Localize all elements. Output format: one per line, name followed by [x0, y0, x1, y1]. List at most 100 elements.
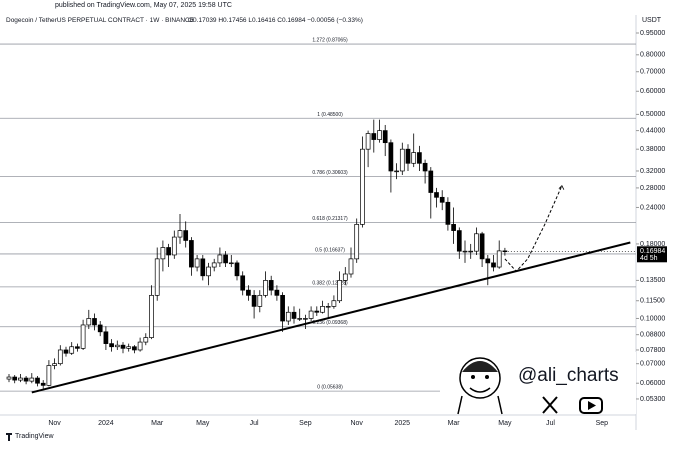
candle-body	[40, 382, 46, 386]
fib-label: 1.272 (0.87065)	[312, 38, 348, 44]
candle-body	[35, 377, 40, 384]
candle-body	[103, 331, 109, 344]
candle-body	[405, 148, 411, 164]
x-tick-label: Sep	[299, 420, 312, 427]
candle-body	[114, 344, 120, 348]
x-tick-label: Jul	[546, 420, 555, 427]
fib-label: 0.618 (0.21317)	[312, 216, 348, 222]
candle-body	[377, 130, 382, 140]
y-tick-label: 0.10000	[640, 315, 665, 322]
trendline	[31, 241, 631, 394]
x-icon	[542, 396, 558, 414]
fib-label: 0.382 (0.12828)	[312, 280, 348, 286]
x-tick-label: 2025	[395, 420, 411, 427]
candle-body	[491, 262, 496, 268]
y-tick-label: 0.60000	[640, 88, 665, 95]
candle-body	[166, 247, 171, 256]
y-tick-label: 0.95000	[640, 30, 665, 37]
candle-body	[291, 311, 297, 319]
candle-body	[200, 258, 206, 277]
x-tick-label: May	[196, 420, 210, 427]
x-tick-label: May	[498, 420, 512, 427]
candle-body	[23, 377, 29, 382]
y-tick-label: 0.38000	[640, 146, 665, 153]
candle-body	[69, 346, 75, 354]
candle-body	[12, 376, 18, 381]
candle-body	[18, 377, 23, 381]
candle-body	[268, 280, 274, 291]
y-tick-label: 0.28000	[640, 185, 665, 192]
plot-area: 0.95000 0.80000 0.70000 0.60000 0.50000 0.440…	[0, 30, 667, 427]
candle-body	[399, 148, 405, 172]
candle-body	[6, 376, 12, 380]
candle-body	[257, 294, 263, 307]
candle-body	[314, 310, 320, 313]
candle-body	[348, 258, 354, 275]
y-tick-label: 0.70000	[640, 69, 665, 76]
y-tick-label: 0.06000	[640, 380, 665, 387]
candle-body	[308, 310, 314, 319]
candle-body	[417, 152, 422, 164]
countdown: 4d 5h	[640, 255, 658, 262]
candle-body	[29, 377, 35, 382]
brand: TradingView	[15, 433, 54, 440]
youtube-icon	[579, 397, 603, 414]
y-tick-label: 0.80000	[640, 52, 665, 59]
candle-body	[137, 341, 143, 351]
candle-body	[149, 294, 154, 338]
candle-body	[434, 192, 439, 198]
candle-body	[183, 230, 189, 241]
candle-body	[474, 233, 479, 252]
y-tick-label: 0.11500	[640, 298, 665, 305]
candle-body	[303, 318, 308, 320]
candle-body	[109, 343, 114, 348]
avatar-eye	[471, 375, 475, 379]
quote: O0.17039 H0.17456 L0.16416 C0.16984 −0.0…	[188, 17, 363, 24]
fib-label: 0.236 (0.09368)	[312, 320, 348, 326]
candle-body	[439, 196, 445, 203]
candle-body	[388, 142, 394, 172]
candle-body	[263, 280, 268, 296]
currency: USDT	[642, 17, 662, 24]
y-tick-label: 0.50000	[640, 111, 665, 118]
candle-body	[52, 363, 57, 366]
candle-body	[57, 349, 63, 365]
y-tick-label: 0.13500	[640, 277, 665, 284]
last-price-label: 0.16984	[640, 248, 665, 255]
candle-body	[80, 324, 86, 349]
fib-label: 0.786 (0.30603)	[312, 170, 348, 176]
candle-body	[371, 133, 377, 140]
candle-body	[206, 266, 211, 277]
projection-arrow	[558, 184, 565, 190]
x-tick-label: Nov	[48, 420, 61, 427]
y-tick-label: 0.08800	[640, 332, 665, 339]
candle-body	[445, 201, 451, 225]
candle-body	[468, 250, 474, 253]
chart-title: Dogecoin / TetherUS PERPETUAL CONTRACT ·…	[6, 17, 195, 24]
author-overlay: @ali_charts	[440, 352, 636, 415]
y-tick-label: 0.07000	[640, 361, 665, 368]
candle-body	[223, 254, 228, 264]
y-tick-label: 0.05300	[640, 396, 665, 403]
candle-body	[189, 240, 194, 268]
candle-body	[428, 170, 434, 193]
x-tick-label: Mar	[448, 420, 461, 427]
x-tick-label: Jul	[250, 420, 259, 427]
x-tick-label: Mar	[151, 420, 164, 427]
x-tick-label: Nov	[350, 420, 363, 427]
candle-body	[285, 311, 291, 322]
y-tick-label: 0.44000	[640, 127, 665, 134]
candle-body	[496, 250, 502, 268]
candle-body	[143, 337, 149, 343]
candle-body	[160, 247, 166, 260]
candle-body	[485, 258, 491, 264]
last-price-box	[637, 246, 667, 263]
candle-body	[365, 133, 371, 150]
candle-body	[479, 233, 485, 260]
candle-body	[354, 224, 360, 260]
candle-body	[132, 346, 137, 351]
candle-body	[342, 273, 348, 281]
candle-body	[154, 258, 160, 296]
candle-body	[86, 318, 92, 326]
